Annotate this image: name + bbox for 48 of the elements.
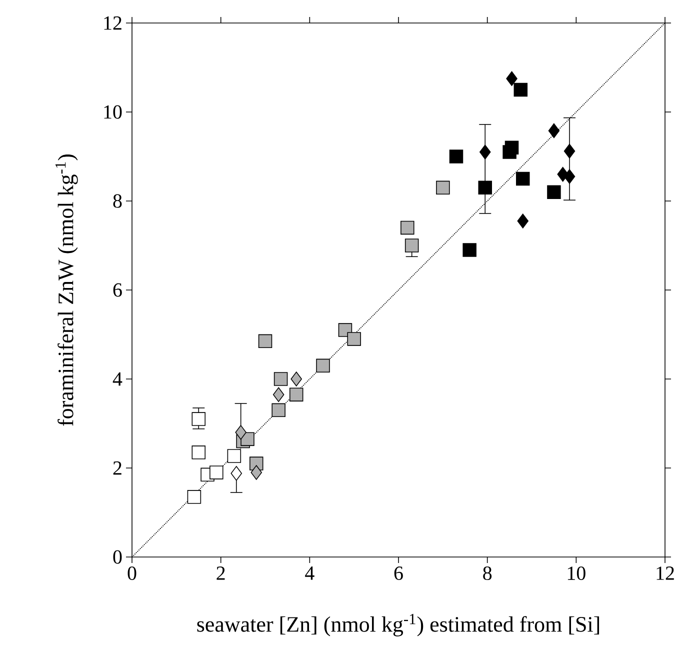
point (316, 358, 330, 373)
point (506, 71, 518, 86)
x-tick-label: 2 (216, 566, 225, 580)
point (347, 332, 361, 346)
point (479, 144, 491, 160)
x-tick-label: 10 (568, 566, 586, 580)
point (478, 180, 492, 195)
point (289, 388, 304, 402)
y-tick-label: 10 (104, 105, 122, 119)
y-tick-label: 12 (104, 16, 122, 30)
x-tick-label: 4 (305, 566, 314, 580)
point (462, 243, 476, 257)
point (250, 465, 262, 480)
y-tick-label: 8 (113, 194, 122, 208)
x-tick-label: 0 (128, 566, 136, 580)
point (516, 172, 530, 186)
point (514, 82, 528, 97)
point (404, 238, 419, 252)
point (227, 449, 242, 463)
point (436, 180, 450, 195)
point (548, 123, 560, 138)
x-tick-label: 8 (483, 566, 492, 580)
point (192, 412, 206, 426)
point (547, 185, 561, 199)
x-axis-title: seawater [Zn] (nmol kg$^{-1}$) estimated from [Si] (197, 614, 600, 636)
x-tick-label: 12 (656, 566, 674, 580)
y-tick-label: 2 (113, 461, 122, 475)
point (290, 372, 302, 386)
point (272, 403, 286, 418)
point (504, 140, 519, 154)
point (187, 490, 202, 504)
y-tick-label: 4 (112, 372, 122, 386)
y-axis-title: foraminiferal ZnW (nmol kg$^{-1}$) (55, 154, 78, 426)
point (230, 466, 242, 481)
x-tick-label: 6 (394, 566, 403, 580)
point (258, 334, 272, 348)
point (235, 425, 246, 440)
point (210, 466, 224, 480)
point (564, 169, 576, 184)
point (517, 214, 528, 228)
point (400, 220, 414, 235)
point (272, 387, 284, 402)
point (192, 446, 206, 460)
point (449, 150, 464, 164)
y-tick-label: 6 (113, 283, 122, 297)
point (274, 372, 288, 386)
y-tick-label: 0 (113, 550, 122, 564)
point (564, 144, 576, 159)
